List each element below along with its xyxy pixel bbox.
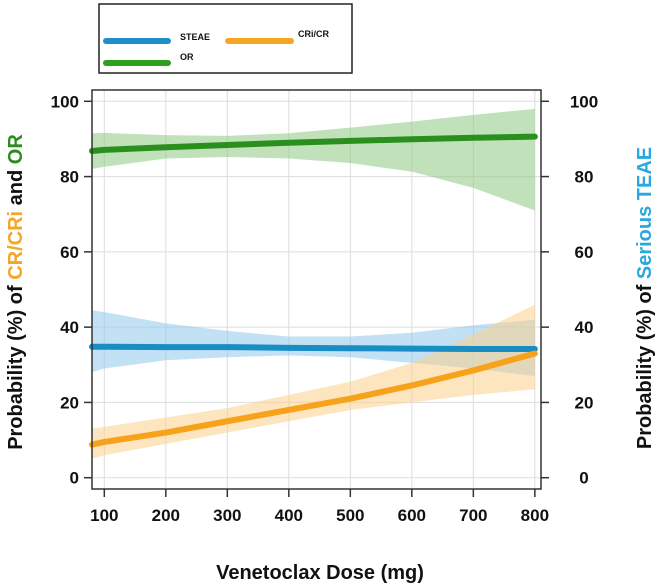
x-tick-label-400: 400: [275, 506, 303, 525]
y-tick-label-right-40: 40: [575, 318, 594, 337]
y-tick-label-right-100: 100: [570, 92, 598, 111]
x-tick-label-200: 200: [152, 506, 180, 525]
y-tick-label-left-60: 60: [60, 243, 79, 262]
y-axis-title-right-part-1: Serious TEAE: [634, 147, 656, 279]
line-steae: [89, 343, 538, 352]
y-tick-label-right-80: 80: [575, 168, 594, 187]
x-tick-label-100: 100: [90, 506, 118, 525]
y-axis-title-left-part-1: CR/CRi: [5, 211, 27, 280]
band-or: [92, 108, 535, 211]
plot-area: [89, 89, 542, 490]
y-axis-title-left: Probability (%) of CR/CRi and OR: [5, 134, 27, 450]
y-axis-title-right: Probability (%) of Serious TEAE: [634, 147, 656, 449]
x-tick-label-300: 300: [213, 506, 241, 525]
x-tick-label-800: 800: [521, 506, 549, 525]
y-tick-label-left-40: 40: [60, 318, 79, 337]
y-axis-title-left-part-0: Probability (%) of: [5, 280, 27, 450]
axis-tick-labels: 100 200 300 400 500 600 700 800 0 0 20 20 40 40 60 60 80…: [51, 92, 599, 525]
x-axis-title: Venetoclax Dose (mg): [216, 562, 424, 584]
y-tick-label-right-20: 20: [575, 393, 594, 412]
x-tick-label-500: 500: [336, 506, 364, 525]
legend-label-or: OR: [180, 52, 194, 62]
y-axis-title-left-part-3: OR: [5, 134, 27, 165]
line-cri-cr: [89, 350, 538, 448]
legend: STEAE CRi/CR OR: [98, 3, 353, 74]
y-tick-label-left-100: 100: [51, 92, 79, 111]
series-lines: [89, 133, 538, 448]
y-tick-label-left-20: 20: [60, 393, 79, 412]
y-tick-label-left-80: 80: [60, 168, 79, 187]
confidence-bands: [92, 108, 535, 459]
y-tick-label-left-0: 0: [70, 469, 79, 488]
x-tick-label-600: 600: [398, 506, 426, 525]
y-tick-label-right-0: 0: [579, 469, 588, 488]
y-axis-title-right-part-0: Probability (%) of: [634, 279, 656, 449]
x-tick-label-700: 700: [459, 506, 487, 525]
legend-label-cricr: CRi/CR: [298, 29, 329, 39]
axis-ticks: [84, 100, 549, 497]
line-or: [89, 133, 538, 154]
band-cri-cr: [92, 304, 535, 459]
y-tick-label-right-60: 60: [575, 243, 594, 262]
plot-frame: [91, 89, 542, 490]
legend-label-steae: STEAE: [180, 32, 210, 42]
y-axis-title-left-part-2: and: [5, 164, 27, 211]
